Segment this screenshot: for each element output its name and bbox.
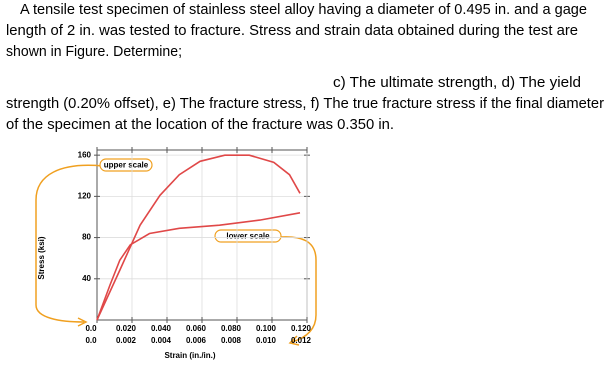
callout-arrow: [77, 317, 88, 327]
paragraph-line: shown in Figure. Determine;: [6, 44, 182, 60]
x-tick-label: 0.012: [291, 336, 312, 345]
y-tick-label: 120: [78, 191, 92, 200]
x-tick-label: 0.010: [256, 336, 277, 345]
x-tick-label: 0.120: [291, 324, 312, 333]
x-tick-label: 0.080: [221, 324, 242, 333]
callout-box: [99, 158, 153, 172]
y-tick-label: 40: [82, 274, 91, 283]
callout-label: upper scale: [104, 161, 149, 170]
paragraph-line: length of 2 in. was tested to fracture. …: [6, 23, 578, 39]
callout-label: lower scale: [226, 232, 270, 241]
paragraph-line: A tensile test specimen of stainless ste…: [20, 2, 587, 18]
x-axis-label: Strain (in./in.): [164, 351, 215, 360]
callout-line: [35, 164, 104, 323]
paragraph-line: of the specimen at the location of the f…: [6, 117, 394, 133]
callout-box: [214, 229, 282, 243]
x-tick-label: 0.0: [85, 324, 97, 333]
y-axis-label: Stress (ksi): [37, 236, 46, 279]
y-tick-label: 160: [78, 150, 92, 159]
x-tick-label: 0.0: [85, 336, 97, 345]
x-tick-label: 0.060: [186, 324, 207, 333]
callout-arrow: [288, 335, 300, 346]
paragraph-line: c) The ultimate strength, d) The yield: [333, 75, 581, 91]
x-tick-label: 0.020: [116, 324, 137, 333]
paragraph-line: strength (0.20% offset), e) The fracture…: [6, 96, 604, 112]
x-tick-label: 0.004: [151, 336, 172, 345]
x-tick-label: 0.008: [221, 336, 242, 345]
x-tick-label: 0.002: [116, 336, 137, 345]
x-tick-label: 0.006: [186, 336, 207, 345]
x-tick-label: 0.040: [151, 324, 172, 333]
y-tick-label: 80: [82, 233, 91, 242]
curve: [96, 212, 301, 321]
chart: Strain (in./in.) Stress (ksi) upper scal…: [35, 147, 317, 360]
x-tick-label: 0.100: [256, 324, 277, 333]
curve: [96, 154, 301, 321]
